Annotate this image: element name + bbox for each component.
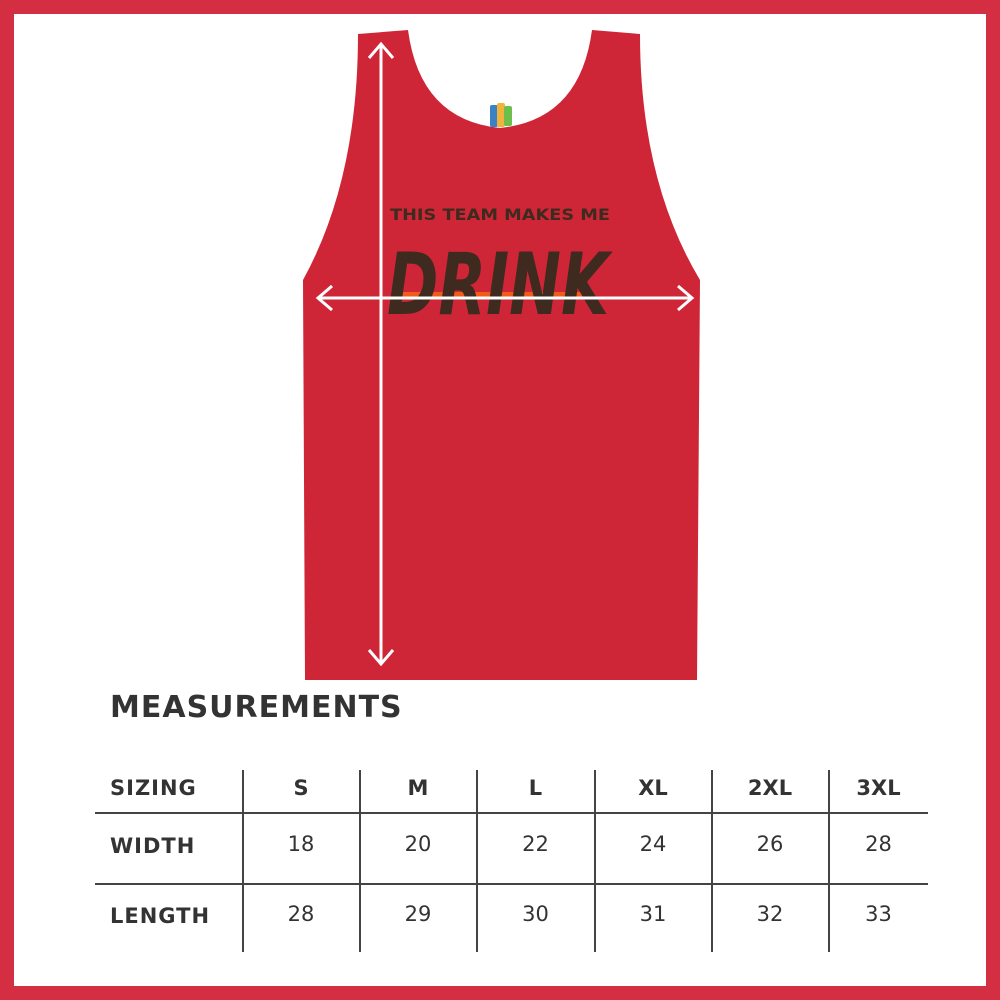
column-divider (476, 770, 478, 952)
header-size: L (528, 776, 543, 800)
tank-top-image: THIS TEAM MAKES ME DRINK (303, 30, 700, 680)
row-divider (95, 883, 928, 885)
width-value: 18 (287, 832, 315, 856)
length-value: 30 (522, 902, 549, 926)
width-value: 22 (522, 832, 549, 856)
header-size: 3XL (856, 776, 901, 800)
print-line2: DRINK (387, 235, 613, 335)
width-value: 28 (865, 832, 892, 856)
header-size: 2XL (747, 776, 793, 800)
length-value: 31 (639, 902, 667, 926)
brand-logo (490, 103, 512, 127)
header-size: S (293, 776, 309, 800)
length-value: 33 (865, 902, 892, 926)
row-label-length: LENGTH (110, 904, 211, 928)
column-divider (594, 770, 596, 952)
length-arrow (367, 41, 395, 667)
column-divider (711, 770, 713, 952)
tank-top-body (303, 30, 700, 680)
print-accent-stripe (392, 292, 592, 298)
print-line1: THIS TEAM MAKES ME (390, 205, 610, 224)
width-value: 20 (404, 832, 432, 856)
width-value: 26 (756, 832, 784, 856)
header-size: M (407, 776, 429, 800)
length-value: 28 (287, 902, 315, 926)
header-size: XL (638, 776, 668, 800)
column-divider (828, 770, 830, 952)
column-divider (359, 770, 361, 952)
header-sizing: SIZING (110, 776, 197, 800)
width-value: 24 (639, 832, 667, 856)
length-value: 32 (756, 902, 784, 926)
measurements-title: MEASUREMENTS (110, 690, 403, 725)
column-divider (242, 770, 244, 952)
row-label-width: WIDTH (110, 834, 196, 858)
width-arrow (315, 284, 695, 312)
row-divider (95, 812, 928, 814)
length-value: 29 (404, 902, 432, 926)
